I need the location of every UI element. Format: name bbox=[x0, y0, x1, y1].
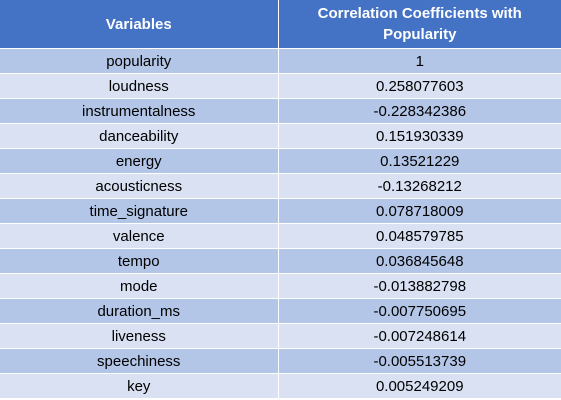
coefficient-cell: 0.005249209 bbox=[278, 373, 561, 399]
variable-cell: key bbox=[0, 373, 279, 399]
table-row: duration_ms -0.007750695 bbox=[0, 298, 561, 324]
variable-cell: energy bbox=[0, 148, 279, 174]
table-row: time_signature 0.078718009 bbox=[0, 198, 561, 224]
table-row: key 0.005249209 bbox=[0, 373, 561, 399]
variable-cell: instrumentalness bbox=[0, 98, 279, 124]
coefficient-cell: -0.013882798 bbox=[278, 273, 561, 299]
coefficient-cell: 0.258077603 bbox=[278, 73, 561, 99]
coefficient-cell: 0.048579785 bbox=[278, 223, 561, 249]
table-row: speechiness -0.005513739 bbox=[0, 348, 561, 374]
variable-cell: acousticness bbox=[0, 173, 279, 199]
table-row: energy 0.13521229 bbox=[0, 148, 561, 174]
variable-cell: time_signature bbox=[0, 198, 279, 224]
table-row: valence 0.048579785 bbox=[0, 223, 561, 249]
coefficient-cell: -0.007750695 bbox=[278, 298, 561, 324]
table-row: mode -0.013882798 bbox=[0, 273, 561, 299]
variable-cell: popularity bbox=[0, 48, 279, 74]
variable-cell: loudness bbox=[0, 73, 279, 99]
coefficient-cell: 1 bbox=[278, 48, 561, 74]
table-row: liveness -0.007248614 bbox=[0, 323, 561, 349]
coefficient-cell: 0.13521229 bbox=[278, 148, 561, 174]
coefficient-cell: -0.005513739 bbox=[278, 348, 561, 374]
variable-cell: valence bbox=[0, 223, 279, 249]
coefficient-cell: -0.007248614 bbox=[278, 323, 561, 349]
coefficient-cell: -0.13268212 bbox=[278, 173, 561, 199]
variable-cell: speechiness bbox=[0, 348, 279, 374]
variable-cell: liveness bbox=[0, 323, 279, 349]
table-body: popularity 1 loudness 0.258077603 instru… bbox=[0, 48, 561, 399]
variable-cell: duration_ms bbox=[0, 298, 279, 324]
header-variables: Variables bbox=[0, 0, 279, 49]
header-correlation: Correlation Coefficients with Popularity bbox=[278, 0, 561, 49]
table-row: acousticness -0.13268212 bbox=[0, 173, 561, 199]
table-row: instrumentalness -0.228342386 bbox=[0, 98, 561, 124]
table-row: loudness 0.258077603 bbox=[0, 73, 561, 99]
coefficient-cell: -0.228342386 bbox=[278, 98, 561, 124]
table-row: tempo 0.036845648 bbox=[0, 248, 561, 274]
coefficient-cell: 0.151930339 bbox=[278, 123, 561, 149]
coefficient-cell: 0.078718009 bbox=[278, 198, 561, 224]
header-row: Variables Correlation Coefficients with … bbox=[0, 0, 561, 49]
table-header: Variables Correlation Coefficients with … bbox=[0, 0, 561, 49]
coefficient-cell: 0.036845648 bbox=[278, 248, 561, 274]
variable-cell: mode bbox=[0, 273, 279, 299]
variable-cell: tempo bbox=[0, 248, 279, 274]
table-row: popularity 1 bbox=[0, 48, 561, 74]
table-row: danceability 0.151930339 bbox=[0, 123, 561, 149]
variable-cell: danceability bbox=[0, 123, 279, 149]
